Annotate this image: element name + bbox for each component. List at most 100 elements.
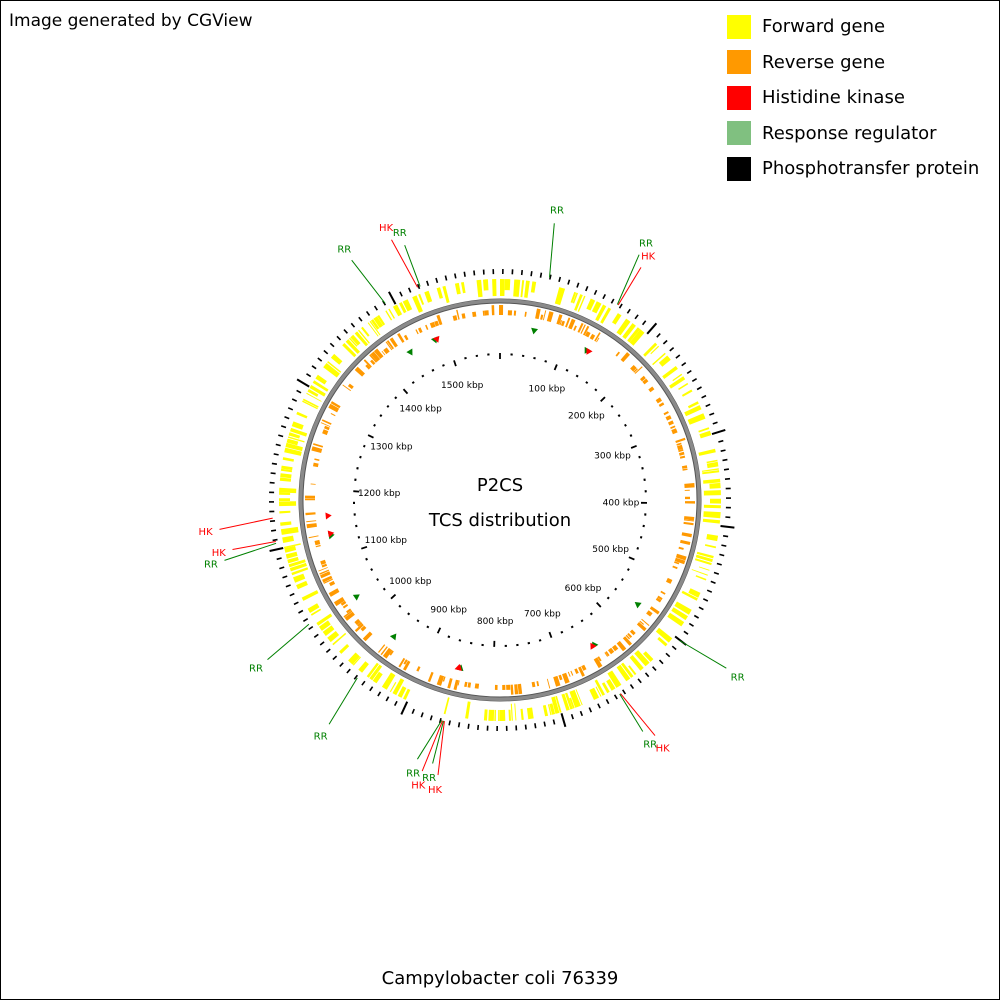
forward-gene xyxy=(327,631,340,643)
forward-gene xyxy=(629,329,645,346)
reverse-gene xyxy=(685,501,696,504)
hk-callout-line xyxy=(620,693,656,736)
reverse-gene xyxy=(675,553,687,561)
forward-gene xyxy=(279,487,297,494)
ruler-major-tick xyxy=(436,627,442,634)
forward-gene xyxy=(569,689,581,708)
reverse-gene xyxy=(321,563,328,568)
ruler-major-tick xyxy=(628,556,635,561)
reverse-gene xyxy=(567,671,571,677)
forward-gene xyxy=(706,534,719,542)
ruler-minor-tick xyxy=(638,455,641,459)
outer-tick xyxy=(716,562,722,566)
reverse-gene xyxy=(580,324,586,334)
forward-gene xyxy=(542,705,549,717)
reverse-gene xyxy=(482,310,485,316)
hk-callout-line xyxy=(232,541,276,550)
forward-gene xyxy=(547,704,552,716)
reverse-gene xyxy=(330,413,336,417)
reverse-gene xyxy=(578,666,585,677)
reverse-gene xyxy=(510,684,514,695)
ruler-minor-tick xyxy=(447,635,451,639)
reverse-gene xyxy=(461,313,466,319)
rr-marker xyxy=(389,633,397,641)
outer-tick xyxy=(722,535,729,538)
forward-gene xyxy=(570,291,577,303)
rr-callout-line xyxy=(224,542,277,561)
reverse-gene xyxy=(342,384,351,392)
forward-gene xyxy=(289,562,307,572)
outer-tick xyxy=(626,308,631,314)
forward-gene xyxy=(710,498,722,504)
forward-gene xyxy=(302,398,319,408)
forward-gene xyxy=(706,459,718,464)
forward-gene xyxy=(280,468,293,473)
legend-label: Reverse gene xyxy=(762,51,886,73)
forward-gene xyxy=(332,632,347,646)
forward-gene xyxy=(622,323,636,340)
outer-tick xyxy=(329,342,335,348)
outer-tick xyxy=(279,566,285,570)
ruler-major-tick xyxy=(553,364,558,371)
reverse-gene xyxy=(340,600,347,606)
outer-tick xyxy=(353,674,359,680)
legend-item-response-regulator: Response regulator xyxy=(727,116,979,152)
forward-gene xyxy=(369,320,381,336)
forward-gene xyxy=(698,448,716,456)
outer-tick xyxy=(343,329,348,334)
ruler-label: 100 kbp xyxy=(529,384,566,394)
reverse-gene xyxy=(314,458,320,461)
rr-callout-line xyxy=(432,720,444,764)
forward-gene xyxy=(508,709,511,721)
hk-marker xyxy=(590,642,597,650)
forward-gene xyxy=(310,608,322,616)
rr-marker xyxy=(406,348,413,356)
reverse-gene xyxy=(597,656,602,662)
reverse-gene xyxy=(324,425,330,431)
reverse-gene xyxy=(319,569,330,575)
outer-tick xyxy=(576,282,580,288)
reverse-gene xyxy=(596,337,600,343)
forward-gene xyxy=(698,427,710,433)
forward-gene xyxy=(381,672,396,690)
forward-gene xyxy=(669,376,686,389)
forward-gene xyxy=(302,400,318,410)
reverse-gene xyxy=(308,535,319,539)
forward-gene xyxy=(392,304,403,317)
reverse-gene xyxy=(685,496,691,500)
reverse-gene xyxy=(418,327,423,334)
reverse-gene xyxy=(581,664,587,671)
forward-gene xyxy=(703,504,721,509)
ruler-minor-tick xyxy=(363,444,366,448)
outer-tick xyxy=(719,553,725,557)
forward-gene xyxy=(385,310,393,321)
legend-item-phosphotransfer-protein: Phosphotransfer protein xyxy=(727,151,979,187)
outer-tick xyxy=(332,655,338,661)
outer-tick xyxy=(605,699,610,705)
outer-tick xyxy=(549,274,552,280)
outer-tick xyxy=(477,724,480,730)
reverse-gene xyxy=(403,660,411,671)
hk-callout-label: HK xyxy=(379,223,394,234)
forward-gene xyxy=(399,302,407,314)
ruler-minor-tick xyxy=(394,396,398,400)
reverse-gene xyxy=(559,320,563,326)
ruler-major-tick xyxy=(390,593,397,600)
reverse-gene xyxy=(306,520,317,523)
genome-name: Campylobacter coli 76339 xyxy=(381,968,619,989)
ruler-major-tick xyxy=(600,396,606,402)
ruler-label: 1300 kbp xyxy=(370,443,413,453)
forward-gene xyxy=(279,477,292,482)
forward-gene xyxy=(443,697,450,715)
ruler-minor-tick xyxy=(544,360,548,363)
reverse-gene xyxy=(649,606,660,615)
forward-gene xyxy=(526,707,534,720)
reverse-gene xyxy=(642,378,649,385)
reverse-gene xyxy=(347,383,354,390)
forward-gene xyxy=(699,430,712,439)
legend: Forward gene Reverse gene Histidine kina… xyxy=(727,9,979,187)
outer-tick xyxy=(718,439,724,443)
outer-tick xyxy=(311,365,317,370)
forward-gene xyxy=(366,662,379,678)
